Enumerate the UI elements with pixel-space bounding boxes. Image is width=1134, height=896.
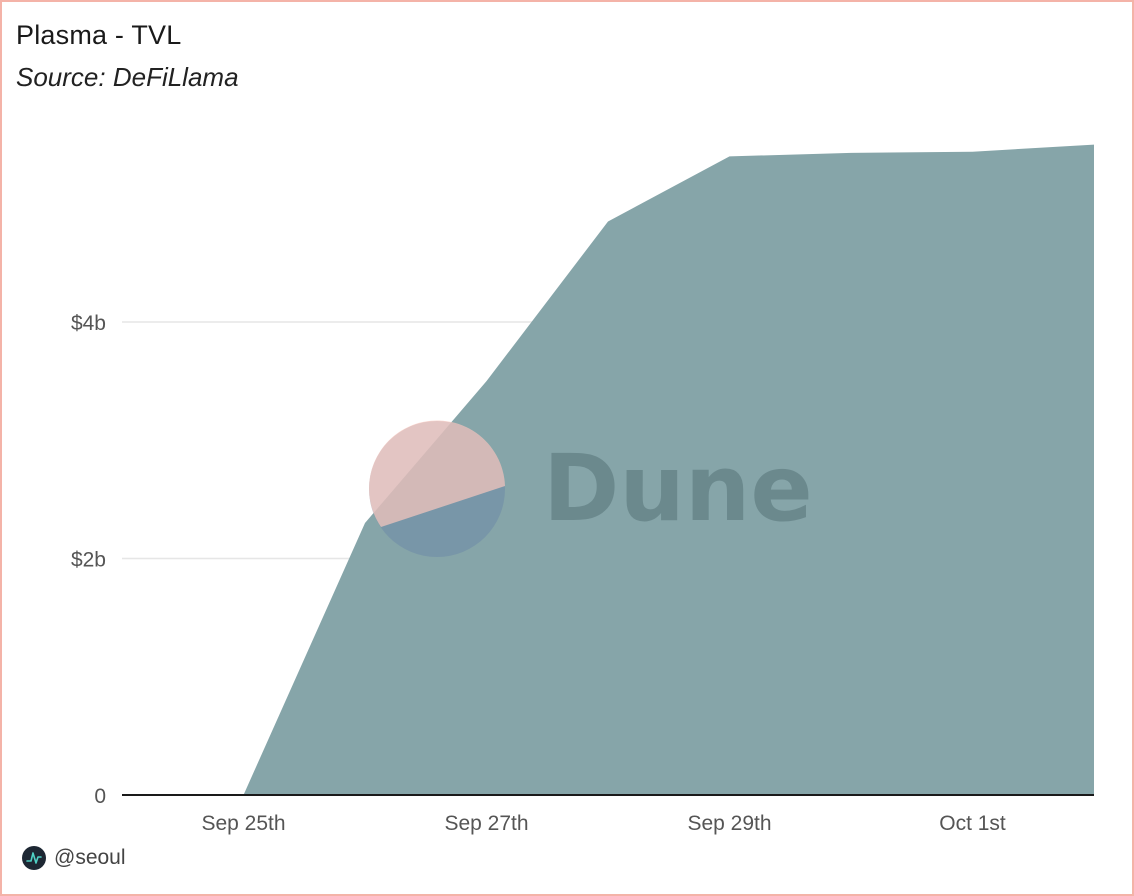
y-tick-label: $4b: [71, 312, 106, 335]
y-tick-label: 0: [94, 785, 106, 808]
watermark-circle-top: [369, 420, 505, 527]
footer: @seoul: [22, 846, 126, 870]
y-tick-label: $2b: [71, 549, 106, 572]
tick-labels: 0 $2b $4b Sep 25th Sep 27th Sep 29th Oct 1st: [71, 312, 1006, 835]
x-tick-label: Sep 27th: [444, 812, 528, 835]
x-tick-label: Oct 1st: [939, 812, 1006, 835]
tvl-area: [122, 144, 1094, 796]
watermark-text: Dune: [543, 435, 813, 542]
dune-watermark: Dune: [369, 420, 813, 557]
x-tick-label: Sep 29th: [687, 812, 771, 835]
chart-title: Plasma - TVL: [16, 20, 182, 50]
dune-logo-icon[interactable]: [22, 846, 46, 870]
chart-subtitle: Source: DeFiLlama: [16, 62, 239, 92]
x-tick-label: Sep 25th: [201, 812, 285, 835]
area-series: [122, 144, 1094, 796]
author-handle[interactable]: @seoul: [54, 846, 126, 869]
